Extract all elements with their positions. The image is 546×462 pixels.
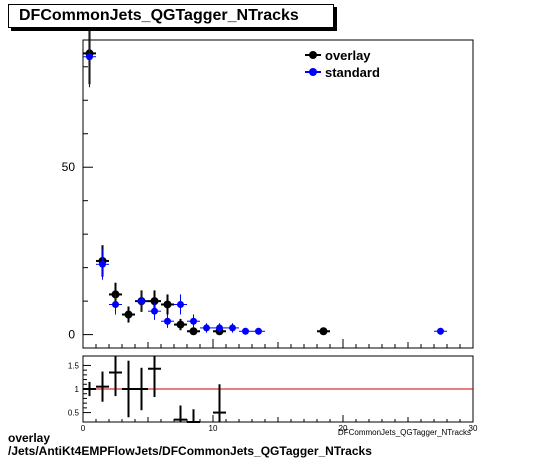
ratio-point bbox=[213, 384, 226, 422]
x-tick-label: 20 bbox=[339, 424, 348, 433]
standard-point bbox=[200, 323, 213, 333]
y-tick-label: 50 bbox=[62, 160, 76, 174]
overlay-point bbox=[161, 294, 174, 315]
ratio-point bbox=[122, 360, 135, 418]
title-box: DFCommonJets_QGTagger_NTracks bbox=[8, 4, 334, 28]
standard-point bbox=[109, 294, 122, 315]
overlay-marker bbox=[163, 300, 172, 309]
standard-point bbox=[187, 314, 200, 328]
standard-point bbox=[161, 314, 174, 328]
legend-marker bbox=[309, 68, 317, 76]
ratio-point bbox=[148, 356, 161, 398]
standard-point bbox=[83, 26, 96, 88]
overlay-marker bbox=[189, 327, 198, 336]
standard-marker bbox=[86, 53, 93, 61]
standard-marker bbox=[151, 307, 158, 315]
main-data-marks bbox=[83, 22, 447, 336]
standard-point bbox=[213, 323, 226, 333]
x-tick-label: 0 bbox=[81, 424, 86, 433]
ratio-point bbox=[96, 371, 109, 402]
ratio-point bbox=[83, 381, 96, 397]
overlay-marker bbox=[176, 320, 185, 329]
standard-point bbox=[148, 302, 161, 320]
overlay-marker bbox=[124, 310, 133, 319]
ratio-point bbox=[174, 405, 187, 422]
caption-line-2: /Jets/AntiKt4EMPFlowJets/DFCommonJets_QG… bbox=[8, 444, 372, 458]
standard-marker bbox=[177, 300, 184, 308]
standard-marker bbox=[242, 327, 249, 335]
main-axes: 0 50 bbox=[62, 66, 474, 348]
standard-point bbox=[96, 248, 109, 280]
standard-marker bbox=[138, 297, 145, 305]
ratio-data-marks bbox=[83, 356, 226, 423]
ratio-y-tick-label: 1 bbox=[75, 385, 80, 394]
ratio-point bbox=[187, 409, 200, 423]
legend-label-standard: standard bbox=[325, 65, 380, 80]
x-tick-label: 30 bbox=[469, 424, 478, 433]
ratio-y-tick-label: 0.5 bbox=[68, 409, 80, 418]
standard-point bbox=[174, 294, 187, 315]
chart-title: DFCommonJets_QGTagger_NTracks bbox=[19, 7, 299, 24]
ratio-y-tick-label: 1.5 bbox=[68, 361, 80, 370]
y-tick-label: 0 bbox=[68, 328, 75, 342]
x-tick-label: 10 bbox=[209, 424, 218, 433]
caption: overlay /Jets/AntiKt4EMPFlowJets/DFCommo… bbox=[8, 432, 372, 458]
standard-point bbox=[239, 327, 252, 335]
x-axis-label: DFCommonJets_QGTagger_NTracks bbox=[338, 428, 471, 437]
standard-marker bbox=[229, 324, 236, 332]
ratio-point bbox=[135, 367, 148, 411]
legend-label-overlay: overlay bbox=[325, 48, 371, 63]
ratio-point bbox=[109, 356, 122, 397]
legend-marker bbox=[309, 51, 317, 59]
overlay-point bbox=[317, 327, 330, 336]
standard-point bbox=[135, 290, 148, 312]
standard-point bbox=[226, 323, 239, 333]
standard-marker bbox=[164, 317, 171, 325]
standard-marker bbox=[99, 260, 106, 268]
legend: overlay standard bbox=[305, 48, 380, 80]
standard-marker bbox=[203, 324, 210, 332]
overlay-marker bbox=[150, 297, 159, 306]
standard-marker bbox=[437, 327, 444, 335]
standard-marker bbox=[190, 317, 197, 325]
standard-marker bbox=[112, 300, 119, 308]
standard-marker bbox=[255, 327, 262, 335]
overlay-point bbox=[174, 318, 187, 331]
overlay-point bbox=[187, 327, 200, 336]
standard-point bbox=[252, 327, 265, 335]
caption-line-1: overlay bbox=[8, 431, 51, 445]
overlay-point bbox=[122, 306, 135, 323]
standard-point bbox=[434, 327, 447, 335]
standard-marker bbox=[216, 324, 223, 332]
overlay-marker bbox=[319, 327, 328, 336]
